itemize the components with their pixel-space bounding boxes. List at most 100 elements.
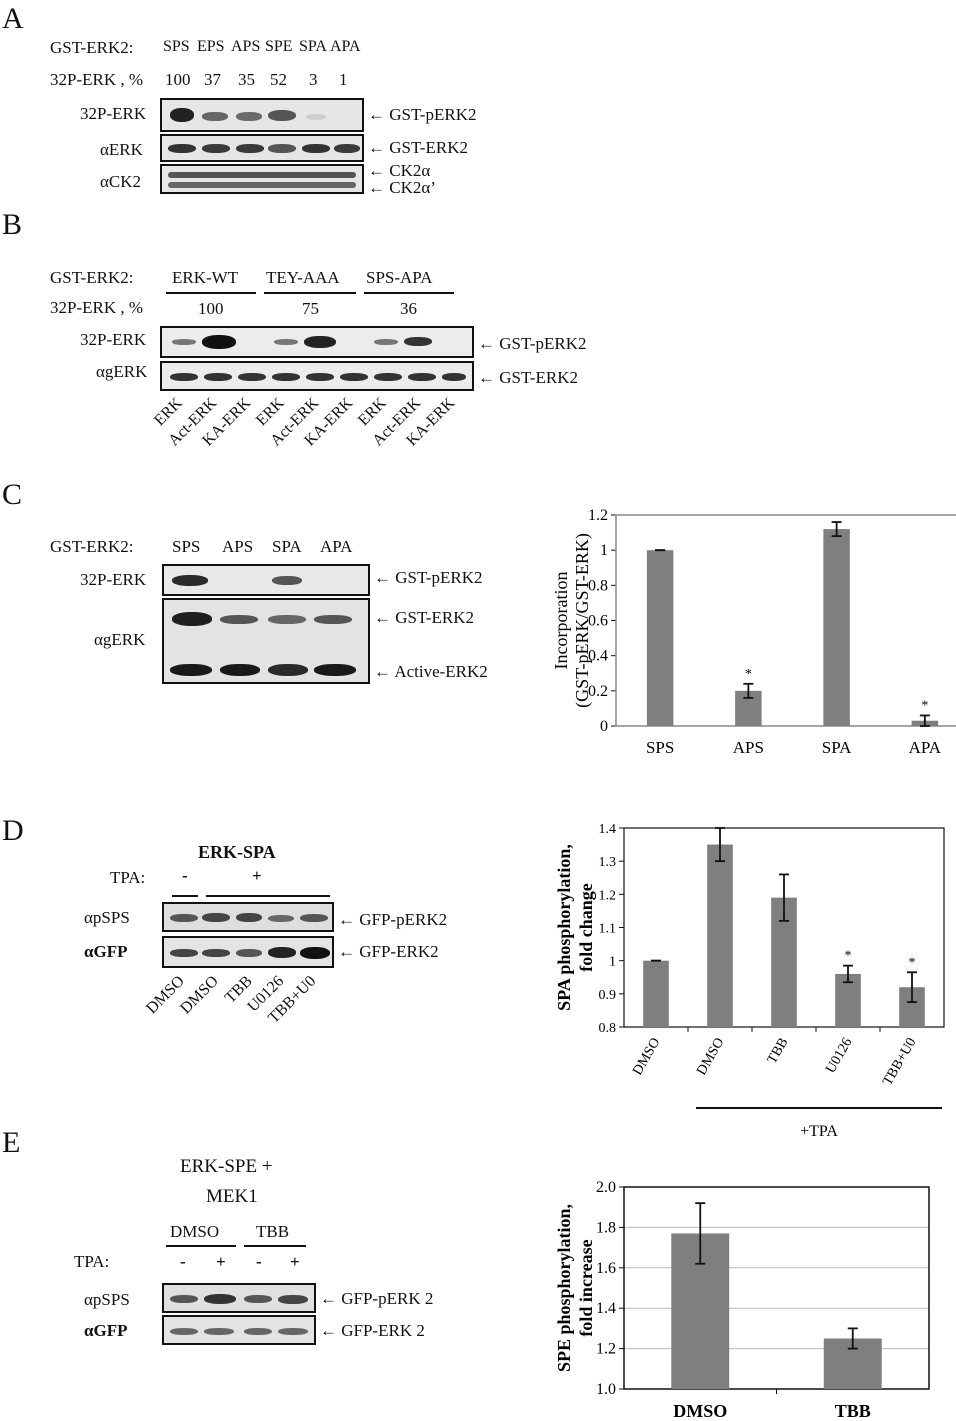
plot-frame: [615, 514, 956, 727]
arrow-label: ← GFP-pERK2: [338, 910, 448, 929]
western-blot-32p: [160, 326, 474, 358]
x-tick-label: DMSO: [673, 1401, 727, 1421]
x-tick-label: APA: [909, 738, 942, 757]
blot-label: 32P-ERK: [80, 104, 147, 123]
y-tick-label: 1.8: [596, 1219, 616, 1236]
arrow-label-text: GFP-pERK 2: [341, 1289, 434, 1308]
panel-a-row1-label: GST-ERK2:: [50, 38, 134, 57]
bar: [823, 529, 850, 726]
group-label: ERK-WT: [172, 268, 239, 287]
panel-letter-b: B: [2, 208, 23, 241]
significance-marker: *: [909, 955, 916, 970]
blot-label: αGFP: [84, 1321, 128, 1340]
y-tick-label: 0.8: [599, 1021, 617, 1036]
arrow-label-text: GST-pERK2: [499, 334, 587, 353]
arrow-label-text: GST-pERK2: [395, 568, 483, 587]
western-blot-32p: [162, 564, 370, 596]
percent-value: 52: [270, 70, 287, 89]
percent-value: 100: [165, 70, 191, 89]
arrow-label: ← GST-pERK2: [478, 334, 587, 353]
bar: [707, 844, 733, 1027]
tpa-sign: +: [290, 1252, 300, 1271]
blot-label: 32P-ERK: [80, 570, 147, 589]
arrow-label-text: GFP-ERK2: [359, 942, 439, 961]
arrow-label: ← GST-ERK2: [478, 368, 578, 387]
y-tick-label: 1.6: [596, 1260, 616, 1277]
percent-value: 35: [238, 70, 255, 89]
lane-header: APA: [320, 537, 353, 556]
arrow-label: ← GFP-pERK 2: [320, 1289, 434, 1308]
arrow-label-text: GFP-pERK2: [359, 910, 448, 929]
x-tick-label: TBB: [765, 1036, 792, 1067]
tpa-label: TPA:: [110, 868, 146, 887]
group-label: DMSO: [170, 1222, 220, 1241]
tpa-sign: +: [252, 866, 262, 885]
panel-d-title: ERK-SPA: [198, 842, 276, 862]
blot-label: αgERK: [96, 362, 148, 381]
tpa-sign: -: [180, 1252, 186, 1271]
western-blot-gfp: [162, 1315, 316, 1345]
percent-value: 37: [204, 70, 221, 89]
panel-letter-c: C: [2, 478, 23, 511]
arrow-label-text: GST-pERK2: [389, 105, 477, 124]
y-tick-label: 1.2: [588, 507, 608, 524]
group-label: SPS-APA: [366, 268, 433, 287]
panel-e-title-line2: MEK1: [206, 1186, 258, 1207]
x-tick-label: SPS: [646, 738, 674, 757]
lane-header: APS: [222, 537, 254, 556]
group-underline: [244, 1245, 306, 1247]
panel-e-title-line1: ERK-SPE +: [180, 1156, 273, 1177]
lane-header: SPA: [299, 38, 327, 55]
y-tick-label: 0.9: [599, 988, 617, 1003]
panel-letter-a: A: [2, 2, 24, 35]
group-label: TEY-AAA: [266, 268, 340, 287]
western-blot-ck2: [160, 164, 364, 194]
arrow-label-text: GST-ERK2: [389, 138, 468, 157]
tpa-underline: [172, 895, 198, 897]
panel-letter-e: E: [2, 1126, 21, 1159]
blot-label: αGFP: [84, 942, 128, 961]
arrow-label: ← CK2α’: [368, 178, 436, 197]
lane-label: DMSO: [142, 972, 188, 1018]
x-tick-label: TBB+U0: [880, 1036, 919, 1089]
y-tick-label: 1.3: [599, 855, 617, 870]
tpa-sign: -: [256, 1252, 262, 1271]
western-blot-psps: [162, 902, 334, 932]
panel-b-row1-label: GST-ERK2:: [50, 268, 134, 287]
lane-header: SPS: [172, 537, 201, 556]
y-tick-label: 0.4: [588, 648, 608, 665]
y-tick-label: 1: [609, 955, 616, 970]
group-label: TBB: [256, 1222, 290, 1241]
x-tick-label: TBB: [835, 1401, 871, 1421]
blot-label: αpSPS: [84, 1290, 130, 1309]
significance-marker: *: [845, 949, 852, 964]
x-tick-label: DMSO: [630, 1036, 663, 1079]
blot-label: αpSPS: [84, 908, 130, 927]
arrow-label: ← GST-pERK2: [374, 568, 483, 587]
blot-label: αERK: [100, 140, 143, 159]
y-tick-label: 0.6: [588, 613, 608, 630]
chart-c: 0 0.2 0.4 0.6 0.8 1 1.2 SPS * APS SPA * APA Incorpora…: [551, 507, 956, 757]
arrow-label: ← CK2α: [368, 161, 431, 180]
group-underline: [166, 1245, 236, 1247]
bar: [643, 960, 669, 1027]
percent-value: 100: [198, 299, 224, 318]
chart-e: 1.0 1.2 1.4 1.6 1.8 2.0 DMSO TBB SPE phosphoryla…: [554, 1179, 930, 1421]
group-underline: [364, 292, 454, 294]
y-tick-label: 0.8: [588, 577, 608, 594]
x-tick-label: U0126: [823, 1036, 855, 1077]
tpa-sign: -: [182, 866, 188, 885]
significance-marker: *: [921, 698, 928, 713]
lane-header: APA: [330, 38, 361, 55]
blot-label: αCK2: [100, 172, 142, 191]
y-tick-label: 0.2: [588, 683, 608, 700]
arrow-label-text: CK2α: [389, 161, 431, 180]
group-underline: [166, 292, 256, 294]
y-axis-label: SPE phosphorylation,: [554, 1204, 574, 1372]
tpa-sign: +: [216, 1252, 226, 1271]
tpa-label: TPA:: [74, 1252, 110, 1271]
y-tick-label: 1: [600, 542, 608, 559]
lane-header: SPA: [272, 537, 302, 556]
western-blot-psps: [162, 1283, 316, 1313]
panel-letter-d: D: [2, 814, 24, 847]
